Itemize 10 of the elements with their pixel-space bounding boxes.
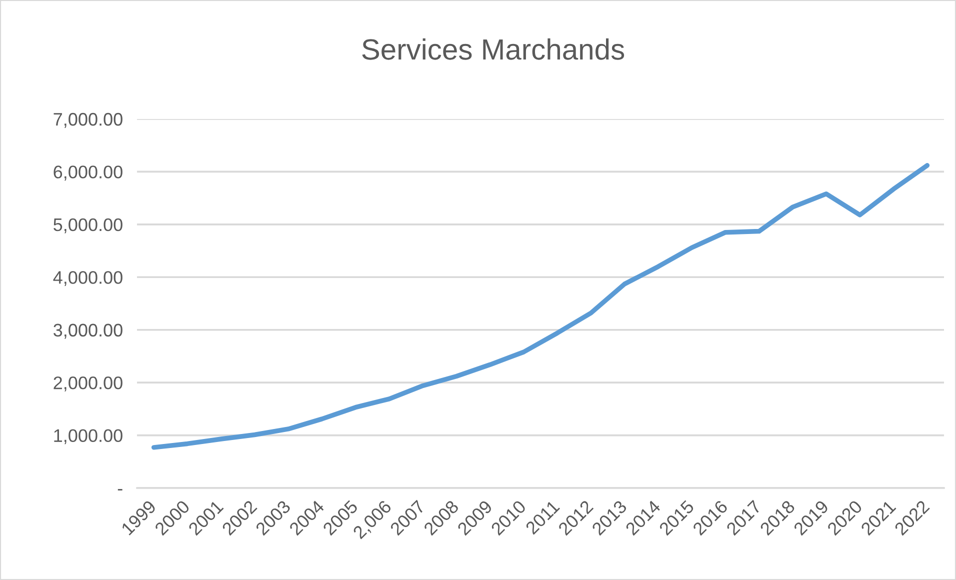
y-tick-label: 1,000.00 [54, 429, 122, 444]
line-series [151, 163, 930, 450]
y-tick-label: 7,000.00 [54, 112, 122, 128]
chart-title: Services Marchands [362, 38, 624, 60]
y-tick-label: 4,000.00 [53, 271, 122, 286]
y-tick-label: - [118, 489, 122, 490]
y-tick-label: 5,000.00 [54, 218, 122, 234]
y-tick-label: 2,000.00 [54, 376, 122, 392]
y-tick-label: 6,000.00 [54, 166, 122, 181]
y-tick-label: 3,000.00 [54, 324, 122, 339]
